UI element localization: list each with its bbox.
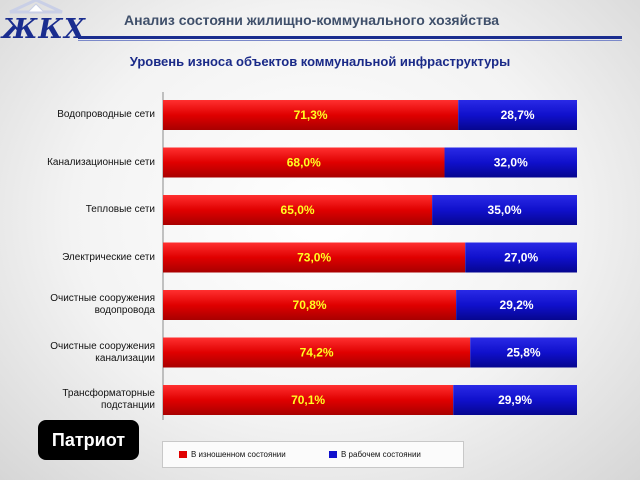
category-label-line: канализации xyxy=(95,352,155,364)
data-label-working-2: 35,0% xyxy=(488,203,522,217)
header-divider-thin xyxy=(78,40,622,41)
category-label-6: Трансформаторные подстанции xyxy=(5,388,155,412)
bar-working-5 xyxy=(470,337,577,368)
data-label-worn-4: 70,8% xyxy=(293,298,327,312)
legend: В изношенном состоянии В рабочем состоян… xyxy=(162,441,464,468)
legend-swatch-working xyxy=(329,451,337,458)
bar-working-3 xyxy=(465,242,577,273)
data-label-worn-3: 73,0% xyxy=(297,251,331,265)
data-label-working-6: 29,9% xyxy=(498,393,532,407)
category-label-line: Канализационные сети xyxy=(47,156,155,168)
data-label-worn-0: 71,3% xyxy=(294,108,328,122)
data-label-worn-6: 70,1% xyxy=(291,393,325,407)
bar-worn-0 xyxy=(163,100,459,130)
category-label-line: Трансформаторные xyxy=(62,388,155,399)
bar-working-6 xyxy=(453,385,577,415)
legend-label-worn: В изношенном состоянии xyxy=(191,450,286,459)
category-label-4: Очистные сооружения водопровода xyxy=(5,293,155,317)
category-label-5: Очистные сооружения канализации xyxy=(5,341,155,365)
category-label-line: Очистные сооружения xyxy=(50,340,155,352)
legend-item-working: В рабочем состоянии xyxy=(329,450,421,459)
bar-worn-4 xyxy=(163,290,457,320)
data-label-working-5: 25,8% xyxy=(507,346,541,360)
chart-title: Уровень износа объектов коммунальной инф… xyxy=(129,54,511,69)
legend-label-working: В рабочем состоянии xyxy=(341,450,421,459)
category-label-line: Водопроводные сети xyxy=(57,109,155,120)
data-label-working-1: 32,0% xyxy=(494,156,528,170)
category-label-line: Электрические сети xyxy=(62,251,155,263)
bar-working-1 xyxy=(444,147,577,178)
category-label-line: подстанции xyxy=(100,400,155,411)
data-label-worn-1: 68,0% xyxy=(287,156,321,170)
bar-worn-6 xyxy=(163,385,454,415)
category-label-line: Очистные сооружения xyxy=(50,293,155,304)
bar-working-0 xyxy=(458,100,577,130)
bar-worn-1 xyxy=(163,147,445,178)
header-divider xyxy=(78,36,622,39)
data-label-worn-5: 74,2% xyxy=(300,346,334,360)
logo-text: ЖКХ xyxy=(2,14,86,45)
data-label-working-3: 27,0% xyxy=(504,251,538,265)
data-label-working-0: 28,7% xyxy=(501,108,535,122)
bar-worn-2 xyxy=(163,195,433,225)
bar-worn-3 xyxy=(163,242,466,273)
category-label-1: Канализационные сети xyxy=(5,157,155,169)
category-label-3: Электрические сети xyxy=(5,252,155,264)
patriot-badge: Патриот xyxy=(38,420,139,460)
data-label-working-4: 29,2% xyxy=(500,298,534,312)
bar-working-4 xyxy=(456,290,577,320)
category-label-line: Тепловые сети xyxy=(85,204,155,215)
category-label-line: водопровода xyxy=(94,305,155,316)
logo-roof-icon xyxy=(9,0,63,14)
zhkh-logo: ЖКХ xyxy=(0,0,85,45)
page-title: Анализ состояни жилищно-коммунального хо… xyxy=(124,12,500,28)
legend-swatch-worn xyxy=(179,451,187,458)
data-label-worn-2: 65,0% xyxy=(281,203,315,217)
legend-item-worn: В изношенном состоянии xyxy=(179,450,286,459)
bar-worn-5 xyxy=(163,337,471,368)
category-label-0: Водопроводные сети xyxy=(5,109,155,121)
category-label-2: Тепловые сети xyxy=(5,204,155,216)
bar-working-2 xyxy=(432,195,577,225)
